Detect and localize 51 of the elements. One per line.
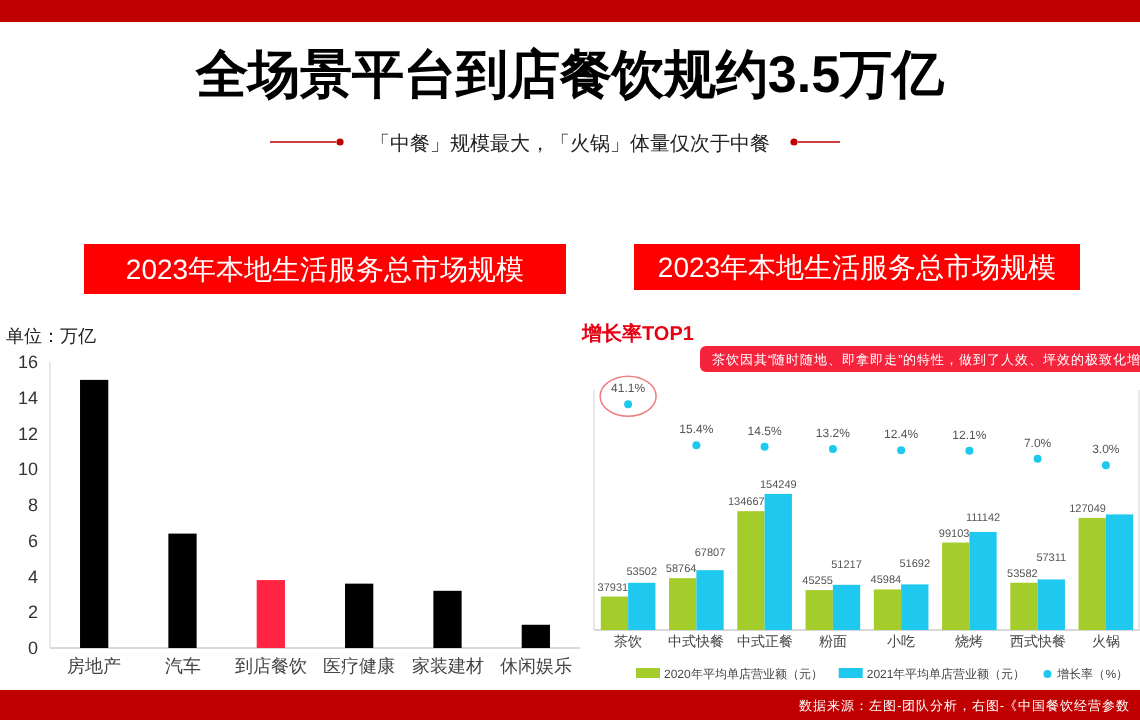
point [760,442,769,451]
y-tick-label: 12 [17,423,38,444]
x-tick-label: 到店餐饮 [234,656,307,676]
bar [669,578,697,630]
point [965,446,974,455]
text: 「中餐」规模最大，「火锅」体量仅次于中餐 [370,132,770,156]
bar [80,379,109,648]
bar [873,589,902,630]
chart-title: 2023年本地生活服务总市场规模 [657,251,1057,283]
y-tick-label: 10 [17,459,38,480]
bar [1078,517,1106,630]
bar [628,582,656,630]
bar [256,580,285,648]
bar [1010,582,1038,630]
point [624,400,633,409]
x-tick-label: 休闲娱乐 [499,656,572,676]
bar [1105,514,1134,630]
bar [696,570,724,630]
chart-title: 2023年本地生活服务总市场规模 [125,253,525,285]
bar [433,590,462,648]
y-axis-title: 单位：万亿 [6,326,96,346]
bar [521,624,550,648]
point [692,441,701,450]
bar [600,596,629,630]
y-tick-label: 16 [17,352,38,372]
point [897,446,906,455]
bar [942,542,970,630]
text: 全场景平台到店餐饮规约3.5万亿 [193,44,947,104]
bar [168,533,197,648]
y-tick-label: 0 [27,638,38,658]
bar [345,583,374,648]
x-tick-label: 家装建材 [411,656,484,676]
text: 增长率TOP1 [580,322,695,346]
y-tick-label: 14 [17,387,38,408]
y-tick-label: 4 [27,566,38,587]
bar [832,584,861,630]
bar [805,590,833,630]
bar [1037,579,1065,630]
y-tick-label: 6 [27,530,38,551]
x-tick-label: 汽车 [164,656,201,676]
bar [737,511,765,630]
point [1033,454,1042,463]
x-tick-label: 医疗健康 [323,656,396,676]
x-tick-label: 房地产 [67,656,122,676]
y-tick-label: 2 [27,602,38,623]
y-tick-label: 8 [27,495,38,515]
point [1101,461,1110,470]
bar [969,531,997,630]
bar [901,584,929,630]
point [828,444,837,453]
bar [764,493,792,630]
